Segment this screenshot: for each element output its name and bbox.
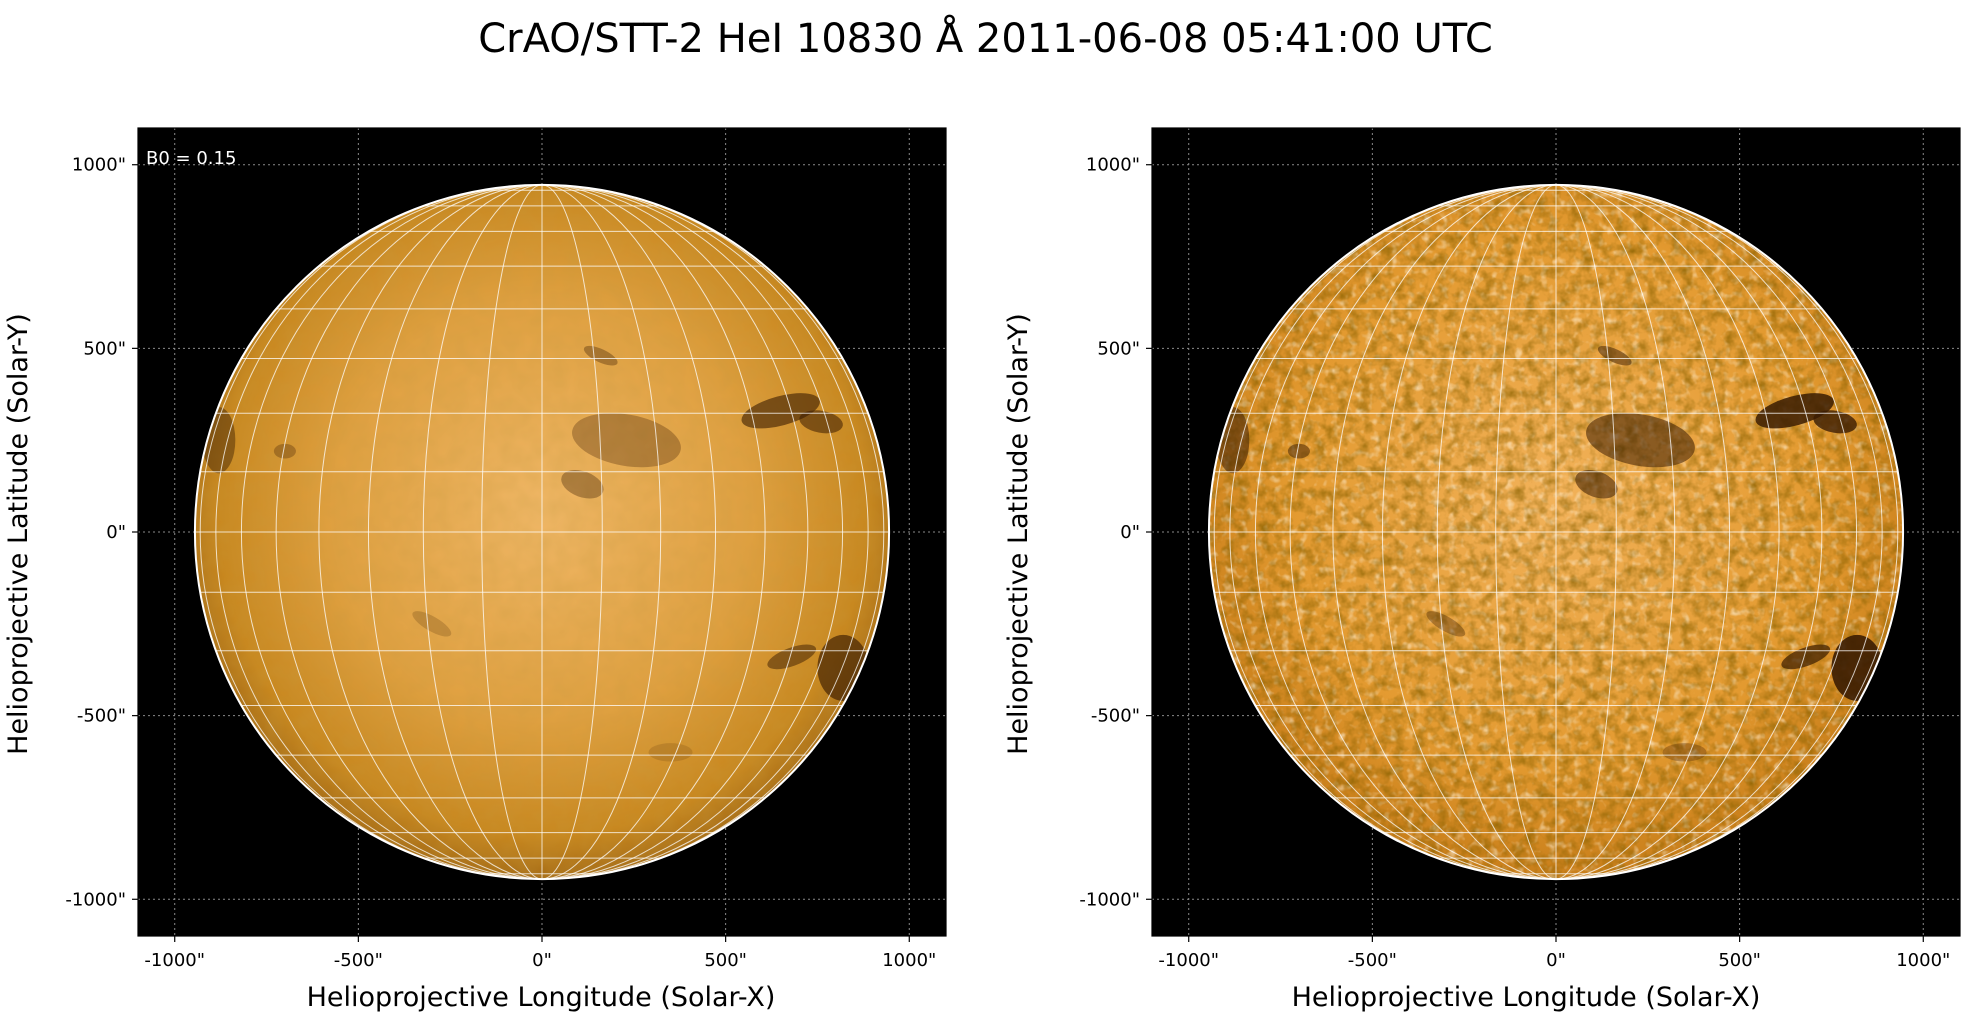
right-x-ticks: -1000" -500" 0" 500" 1000" <box>1158 936 1950 971</box>
left-solar-map-plot: -1000" -500" 0" 500" 1000" 1000"500"0"-500"-… <box>65 127 947 971</box>
dark-filament <box>1755 393 1834 429</box>
y-tick-label: -500" <box>77 706 126 727</box>
right-solar-limb <box>1207 183 1905 881</box>
longitude-line <box>1495 184 1557 880</box>
left-heliographic-grid <box>194 184 890 880</box>
left-x-ticks: -1000" -500" 0" 500" 1000" <box>144 936 936 971</box>
x-tick-label: -1000" <box>1158 950 1219 971</box>
x-tick-label: 0" <box>532 950 552 971</box>
right-y-axis-label: Helioprojective Latitude (Solar-Y) <box>1003 313 1034 755</box>
x-tick-label: 0" <box>1546 950 1566 971</box>
dark-filament <box>273 443 296 459</box>
longitude-line <box>368 184 543 880</box>
y-tick-label: -1000" <box>65 889 126 910</box>
y-tick-label: 0" <box>1120 522 1140 543</box>
longitude-line <box>541 184 603 880</box>
figure-title: CrAO/STT-2 HeI 10830 Å 2011-06-08 05:41:… <box>478 16 1493 62</box>
longitude-line <box>1332 184 1557 880</box>
longitude-line <box>481 184 543 880</box>
longitude-line <box>541 184 885 880</box>
dark-filament <box>1575 470 1618 499</box>
longitude-line <box>1555 184 1730 880</box>
longitude-line <box>1254 184 1557 880</box>
y-tick-label: 0" <box>106 522 126 543</box>
longitude-line <box>422 184 543 880</box>
x-tick-label: 500" <box>1718 950 1761 971</box>
y-tick-label: 1000" <box>1086 155 1140 176</box>
longitude-line <box>240 184 543 880</box>
left-b0-annotation: B0 = 0.15 <box>146 148 236 169</box>
longitude-line <box>318 184 543 880</box>
dark-filament <box>1662 743 1707 762</box>
longitude-line <box>199 184 543 880</box>
dark-filament <box>648 743 693 762</box>
x-tick-label: 500" <box>704 950 747 971</box>
longitude-line <box>275 184 543 880</box>
x-tick-label: -500" <box>334 950 383 971</box>
longitude-line <box>1555 184 1676 880</box>
longitude-line <box>541 184 869 880</box>
x-tick-label: 1000" <box>1896 950 1950 971</box>
left-y-ticks: 1000" 500" 0" -500" -1000" <box>65 155 138 910</box>
longitude-line <box>1555 184 1780 880</box>
dark-filament <box>799 410 843 434</box>
dark-filament <box>583 345 618 366</box>
x-tick-label: -1000" <box>144 950 205 971</box>
longitude-line <box>541 184 809 880</box>
longitude-line <box>1213 184 1557 880</box>
left-x-axis-label: Helioprojective Longitude (Solar-X) <box>306 982 776 1013</box>
right-solar-map-panel: -1000" -500" 0" 500" 1000" 1000" 500" 0" -500" -… <box>1003 0 1971 1026</box>
y-tick-label: 1000" <box>72 155 126 176</box>
left-solar-limb <box>193 183 891 881</box>
right-solar-map-plot: -1000" -500" 0" 500" 1000" 1000"500"0"-500"-… <box>1079 127 1961 971</box>
longitude-line <box>1436 184 1557 880</box>
longitude-line <box>1555 184 1858 880</box>
longitude-line <box>541 184 716 880</box>
x-tick-label: -500" <box>1348 950 1397 971</box>
dark-filament <box>1597 345 1632 366</box>
longitude-line <box>1382 184 1557 880</box>
x-tick-label: 1000" <box>882 950 936 971</box>
longitude-line <box>1555 184 1883 880</box>
longitude-line <box>1555 184 1617 880</box>
left-y-axis-label: Helioprojective Latitude (Solar-Y) <box>3 313 34 755</box>
longitude-line <box>1555 184 1899 880</box>
y-tick-label: -1000" <box>1079 889 1140 910</box>
y-tick-label: 500" <box>1097 338 1140 359</box>
dark-filament <box>412 611 452 637</box>
right-x-axis-label: Helioprojective Longitude (Solar-X) <box>1291 982 1761 1013</box>
right-y-ticks: 1000" 500" 0" -500" -1000" <box>1079 155 1152 910</box>
longitude-line <box>1289 184 1557 880</box>
dark-filament <box>1813 410 1857 434</box>
longitude-line <box>1229 184 1557 880</box>
y-tick-label: -500" <box>1091 706 1140 727</box>
longitude-line <box>1555 184 1823 880</box>
longitude-line <box>541 184 662 880</box>
left-solar-map-panel: -1000" -500" 0" 500" 1000" 1000" 500" 0" -500" -… <box>0 0 985 1026</box>
y-tick-label: 500" <box>83 338 126 359</box>
longitude-line <box>215 184 543 880</box>
longitude-line <box>541 184 766 880</box>
dark-filament <box>561 470 604 499</box>
dark-filament <box>741 393 820 429</box>
longitude-line <box>541 184 844 880</box>
dark-filament <box>1287 443 1310 459</box>
dark-filament <box>1426 611 1466 637</box>
